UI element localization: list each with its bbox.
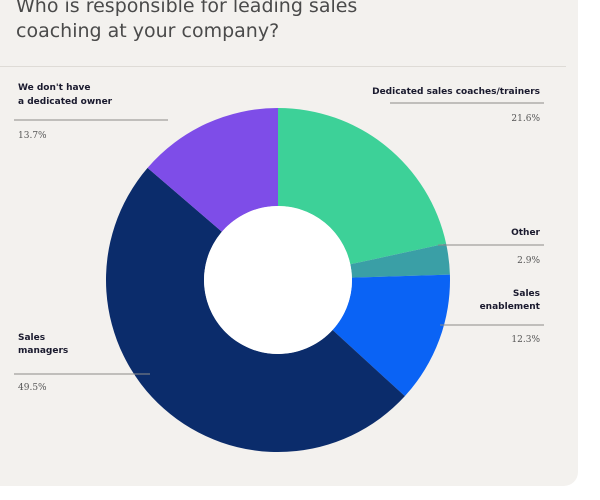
chart-title: Who is responsible for leading sales coa…	[16, 0, 358, 42]
slice-value-sales-enablement: 12.3%	[511, 335, 540, 345]
donut-hole	[204, 206, 352, 354]
slice-sales-enablement	[332, 274, 450, 397]
slice-value-we-don-t-have-a-dedicated-owner: 13.7%	[18, 131, 47, 141]
slice-value-sales-managers: 49.5%	[18, 383, 47, 393]
slice-label-we-don-t-have-a-dedicated-owner: We don't have	[18, 83, 91, 93]
slice-sales-managers	[105, 167, 405, 453]
title-divider	[0, 66, 566, 67]
slice-label-dedicated-sales-coaches-trainers: Dedicated sales coaches/trainers	[372, 87, 540, 97]
slice-value-other: 2.9%	[517, 256, 540, 266]
slice-label-sales-managers: Sales	[18, 333, 45, 343]
slice-label-sales-managers: managers	[18, 346, 68, 356]
slice-we-don-t-have-a-dedicated-owner	[147, 108, 278, 232]
slice-dedicated-sales-coaches-trainers	[278, 108, 447, 265]
slice-value-dedicated-sales-coaches-trainers: 21.6%	[511, 114, 540, 124]
slice-label-sales-enablement: Sales	[513, 289, 540, 299]
chart-card: Who is responsible for leading sales coa…	[0, 0, 578, 486]
slice-label-other: Other	[511, 228, 540, 238]
slice-other	[350, 243, 450, 278]
slice-label-sales-enablement: enablement	[480, 302, 541, 312]
donut-chart: Dedicated sales coaches/trainers 21.6% Oth…	[14, 83, 544, 453]
slice-label-we-don-t-have-a-dedicated-owner: a dedicated owner	[18, 97, 113, 107]
